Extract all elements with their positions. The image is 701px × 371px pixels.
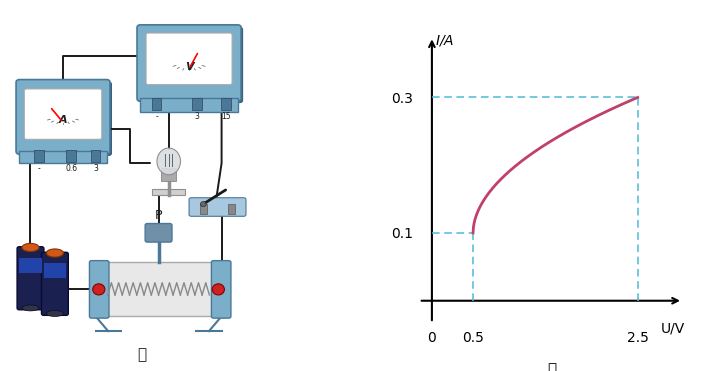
FancyBboxPatch shape [90, 260, 109, 318]
Text: $I$/A: $I$/A [435, 33, 454, 48]
FancyBboxPatch shape [18, 82, 112, 156]
Bar [192, 98, 202, 110]
Text: 0.6: 0.6 [65, 164, 77, 173]
Text: 乙: 乙 [547, 362, 557, 371]
Bar [90, 150, 100, 162]
FancyBboxPatch shape [145, 223, 172, 242]
FancyBboxPatch shape [17, 247, 44, 310]
FancyBboxPatch shape [212, 260, 231, 318]
Bar [151, 98, 161, 110]
Text: 甲: 甲 [137, 347, 147, 362]
Text: U/V: U/V [661, 321, 686, 335]
Ellipse shape [157, 148, 181, 175]
Bar [34, 150, 43, 162]
Bar [19, 258, 42, 273]
Text: A: A [59, 115, 67, 125]
Text: V: V [185, 62, 193, 72]
Text: 3: 3 [93, 164, 98, 173]
Circle shape [200, 201, 206, 207]
Bar [221, 98, 231, 110]
Bar [20, 151, 107, 163]
Text: 15: 15 [221, 112, 231, 121]
Circle shape [93, 284, 105, 295]
Ellipse shape [22, 305, 39, 311]
Bar [67, 150, 76, 162]
Bar [200, 204, 207, 214]
Ellipse shape [22, 243, 39, 252]
Bar [43, 263, 67, 278]
Bar [161, 168, 176, 181]
Circle shape [212, 284, 224, 295]
FancyBboxPatch shape [139, 27, 243, 103]
FancyBboxPatch shape [16, 79, 110, 154]
FancyBboxPatch shape [137, 25, 241, 101]
FancyBboxPatch shape [41, 252, 68, 315]
FancyBboxPatch shape [104, 263, 213, 316]
Bar [153, 189, 185, 195]
Text: -: - [37, 164, 40, 173]
Bar [140, 98, 238, 112]
FancyBboxPatch shape [189, 198, 246, 216]
Text: -: - [155, 112, 158, 121]
Bar [229, 204, 235, 214]
Text: P: P [155, 209, 163, 222]
Ellipse shape [46, 311, 63, 316]
Ellipse shape [46, 249, 63, 257]
Text: 3: 3 [195, 112, 200, 121]
FancyBboxPatch shape [25, 89, 102, 139]
FancyBboxPatch shape [146, 33, 232, 85]
